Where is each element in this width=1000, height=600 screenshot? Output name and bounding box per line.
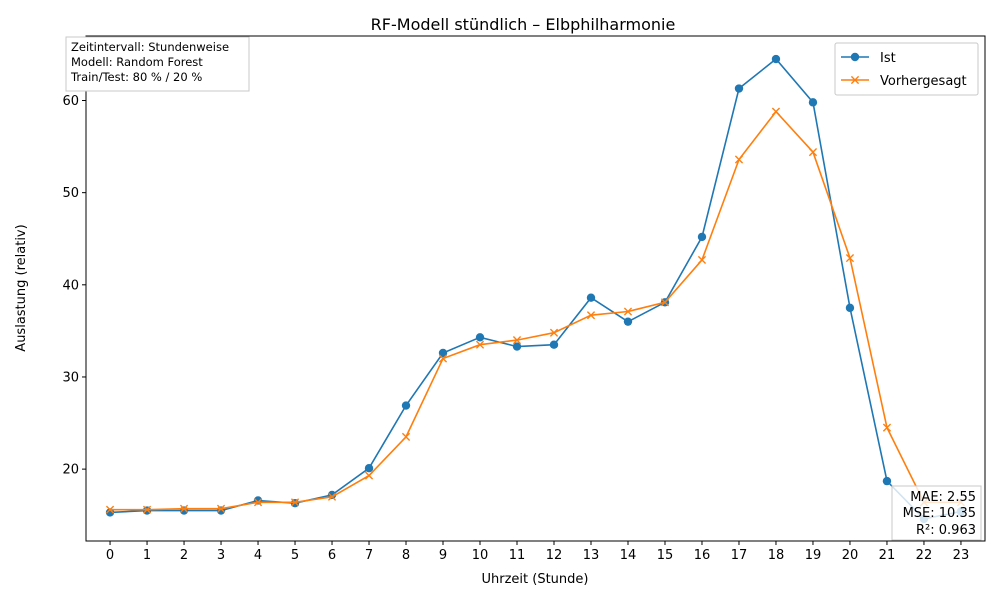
axes-frame xyxy=(85,35,986,542)
y-tick-label: 40 xyxy=(62,278,79,293)
data-point xyxy=(512,342,522,351)
x-tick-label: 22 xyxy=(916,548,933,563)
metric-mse: MSE: 10.35 xyxy=(903,506,976,521)
data-point xyxy=(512,336,522,345)
x-axis: 0 1 2 3 4 5 6 7 8 9 10 11 12 13 14 15 16 17 18 19 20 21 22 23 xyxy=(106,541,969,563)
metrics-box-frame xyxy=(891,485,982,541)
series-vorhergesagt xyxy=(105,107,966,514)
legend-item: Vorhergesagt xyxy=(841,74,967,89)
data-point xyxy=(179,504,189,513)
x-tick-label: 18 xyxy=(768,548,785,563)
data-point xyxy=(475,333,485,342)
data-point xyxy=(216,504,226,513)
x-tick-label: 16 xyxy=(694,548,711,563)
legend-label: Vorhergesagt xyxy=(880,74,967,89)
chart-title: RF-Modell stündlich – Elbphilharmonie xyxy=(371,15,676,34)
data-point xyxy=(882,476,892,486)
data-point xyxy=(401,401,411,410)
data-point xyxy=(327,492,337,501)
data-point xyxy=(808,98,818,107)
x-tick-label: 23 xyxy=(953,548,970,563)
legend-frame xyxy=(834,42,979,96)
x-tick-label: 7 xyxy=(365,548,373,563)
plot-area xyxy=(105,54,966,524)
data-point xyxy=(179,506,189,515)
y-tick-label: 50 xyxy=(62,186,79,201)
legend-label: Ist xyxy=(880,51,896,66)
x-tick-label: 3 xyxy=(217,548,225,563)
legend-item: Ist xyxy=(841,51,896,66)
x-tick-label: 0 xyxy=(106,548,114,563)
x-tick-label: 9 xyxy=(439,548,447,563)
data-point xyxy=(401,432,411,441)
data-point xyxy=(808,148,818,157)
info-line: Train/Test: 80 % / 20 % xyxy=(70,70,202,84)
data-point xyxy=(105,505,115,514)
data-point xyxy=(845,253,855,263)
x-tick-label: 1 xyxy=(143,548,151,563)
data-point xyxy=(438,354,448,363)
data-point xyxy=(364,471,374,480)
metric-mae: MAE: 2.55 xyxy=(910,490,976,505)
x-axis-label: Uhrzeit (Stunde) xyxy=(482,572,589,587)
info-line: Zeitintervall: Stundenweise xyxy=(71,40,229,54)
x-tick-label: 11 xyxy=(509,548,526,563)
x-tick-label: 6 xyxy=(328,548,336,563)
data-point xyxy=(586,311,596,320)
data-point xyxy=(771,107,781,116)
data-point xyxy=(660,298,670,307)
y-tick-label: 60 xyxy=(62,94,79,109)
y-tick-label: 20 xyxy=(62,463,79,478)
x-tick-label: 10 xyxy=(472,548,489,563)
data-point xyxy=(364,463,374,473)
x-tick-label: 5 xyxy=(291,548,299,563)
x-tick-label: 15 xyxy=(657,548,674,563)
x-tick-label: 17 xyxy=(731,548,748,563)
data-point xyxy=(253,498,263,507)
y-axis-label: Auslastung (relativ) xyxy=(14,224,29,351)
metrics-box: MAE: 2.55 MSE: 10.35 R²: 0.963 xyxy=(891,485,982,541)
metric-r2: R²: 0.963 xyxy=(916,523,976,538)
x-tick-label: 20 xyxy=(842,548,859,563)
x-tick-label: 12 xyxy=(546,548,563,563)
data-point xyxy=(845,303,855,313)
y-axis: 20 30 40 50 60 xyxy=(62,94,86,478)
x-tick-label: 2 xyxy=(180,548,188,563)
info-line: Modell: Random Forest xyxy=(71,55,203,69)
legend-marker xyxy=(850,75,860,85)
series-line xyxy=(110,110,961,511)
data-point xyxy=(290,498,300,507)
info-box: Zeitintervall: Stundenweise Modell: Rand… xyxy=(65,36,250,92)
data-point xyxy=(734,84,744,93)
data-point xyxy=(697,232,707,242)
data-point xyxy=(882,423,892,432)
x-tick-label: 8 xyxy=(402,548,410,563)
series-line xyxy=(109,57,962,520)
data-point xyxy=(771,54,781,64)
x-tick-label: 13 xyxy=(583,548,600,563)
x-tick-label: 4 xyxy=(254,548,262,563)
data-point xyxy=(549,328,559,337)
legend: Ist Vorhergesagt xyxy=(834,42,979,96)
data-point xyxy=(586,293,596,302)
x-tick-label: 14 xyxy=(620,548,637,563)
y-tick-label: 30 xyxy=(62,370,79,385)
data-point xyxy=(475,340,485,349)
info-box-frame xyxy=(65,36,250,92)
data-point xyxy=(623,307,633,316)
legend-marker xyxy=(850,52,860,62)
data-point xyxy=(549,340,559,349)
x-tick-label: 19 xyxy=(805,548,822,563)
data-point xyxy=(142,505,152,514)
data-point xyxy=(734,155,744,164)
x-tick-label: 21 xyxy=(879,548,896,563)
data-point xyxy=(697,255,707,265)
data-point xyxy=(623,317,633,326)
data-point xyxy=(438,348,448,358)
